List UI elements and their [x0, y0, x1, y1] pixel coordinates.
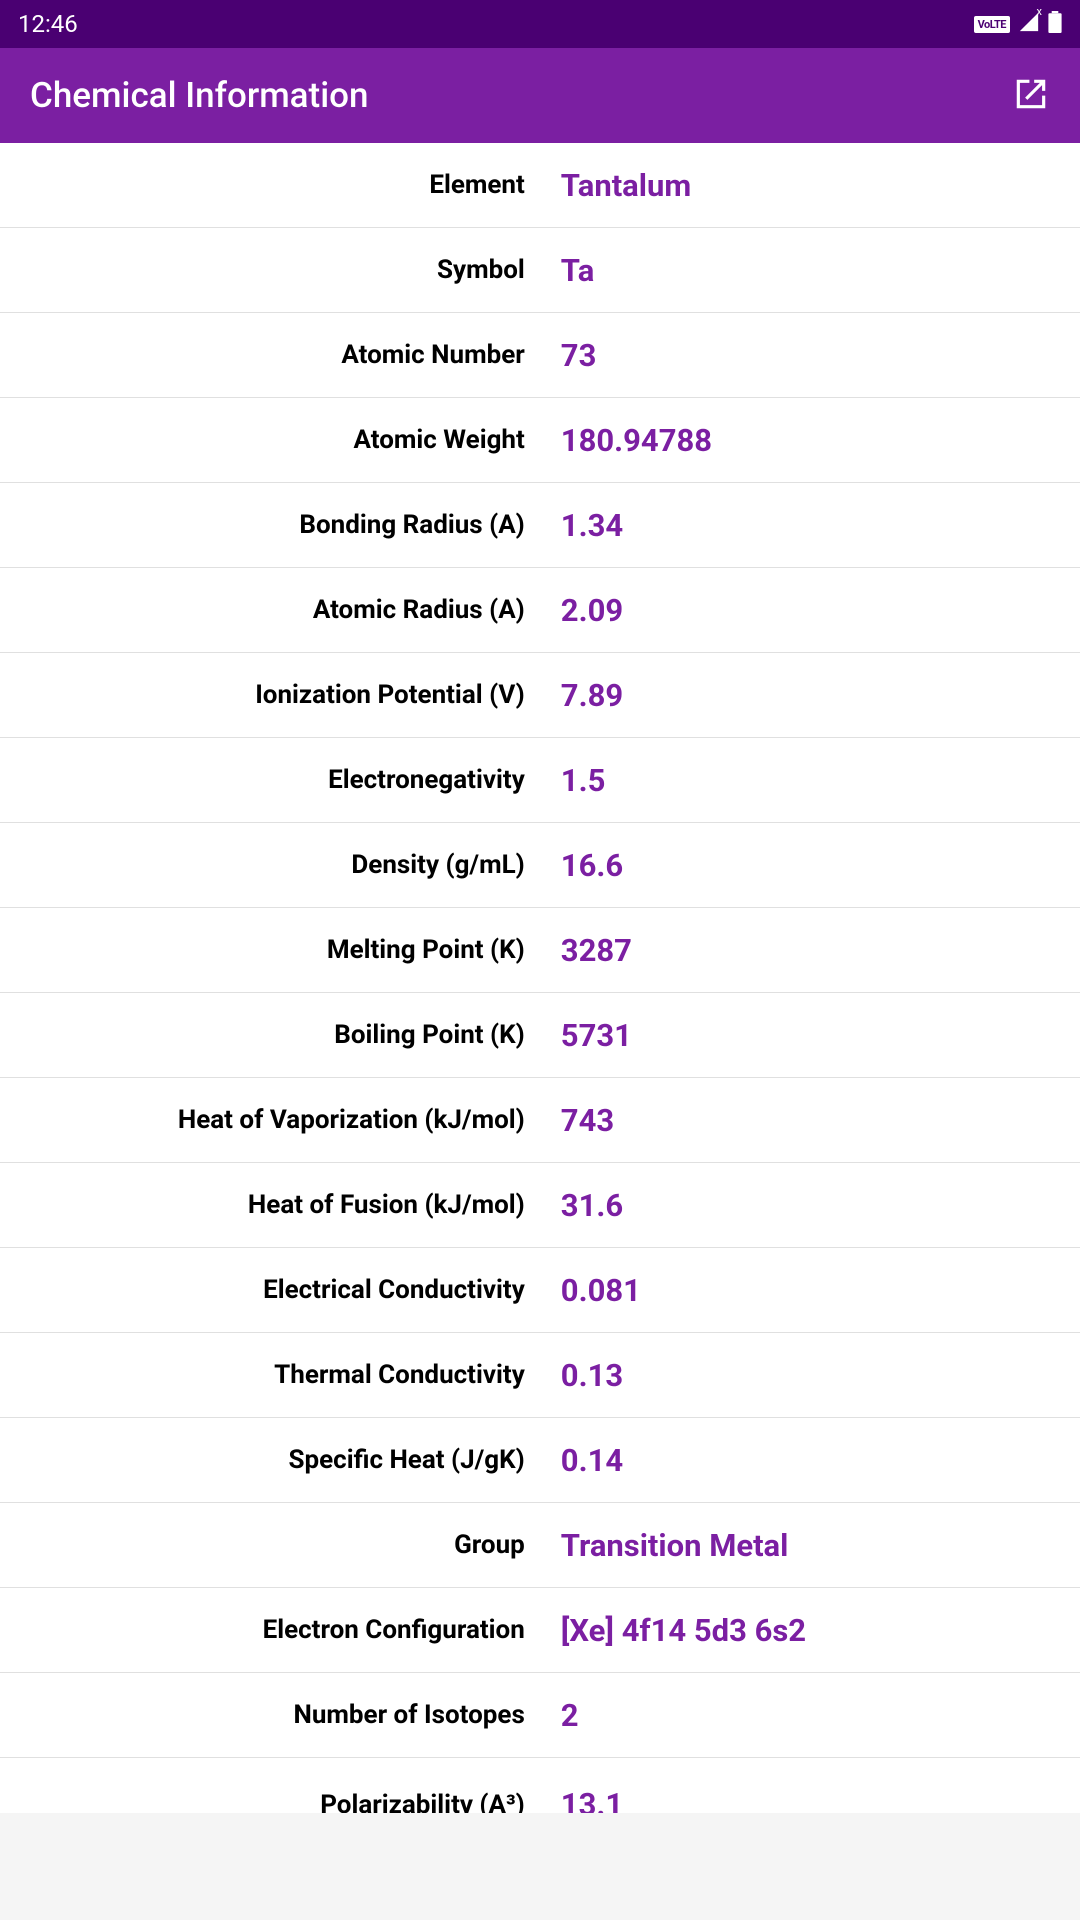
property-value: Tantalum	[551, 167, 1080, 204]
page-title: Chemical Information	[30, 75, 368, 116]
property-row: Atomic Number 73	[0, 313, 1080, 398]
property-row: Melting Point (K) 3287	[0, 908, 1080, 993]
property-value: 73	[551, 337, 1080, 374]
property-row: Atomic Weight 180.94788	[0, 398, 1080, 483]
property-row: Electron Configuration [Xe] 4f14 5d3 6s2	[0, 1588, 1080, 1673]
signal-icon: x	[1018, 11, 1040, 37]
property-value: 1.34	[551, 507, 1080, 544]
status-icons: VoLTE x	[974, 11, 1062, 37]
property-value: 13.1	[551, 1786, 1080, 1813]
property-value: Ta	[551, 252, 1080, 289]
property-row: Group Transition Metal	[0, 1503, 1080, 1588]
property-row: Symbol Ta	[0, 228, 1080, 313]
property-value: 1.5	[551, 762, 1080, 799]
property-label: Atomic Radius (A)	[0, 595, 551, 625]
property-value: 0.14	[551, 1442, 1080, 1479]
property-value: 0.13	[551, 1357, 1080, 1394]
property-value: 3287	[551, 932, 1080, 969]
property-label: Polarizability (A³)	[0, 1790, 551, 1814]
property-label: Boiling Point (K)	[0, 1020, 551, 1050]
share-icon[interactable]	[1012, 75, 1050, 117]
property-row: Number of Isotopes 2	[0, 1673, 1080, 1758]
property-row: Polarizability (A³) 13.1	[0, 1758, 1080, 1813]
property-value: 2	[551, 1697, 1080, 1734]
property-value: 5731	[551, 1017, 1080, 1054]
property-label: Melting Point (K)	[0, 935, 551, 965]
property-label: Heat of Vaporization (kJ/mol)	[0, 1105, 551, 1135]
properties-list[interactable]: Element Tantalum Symbol Ta Atomic Number…	[0, 143, 1080, 1813]
property-row: Atomic Radius (A) 2.09	[0, 568, 1080, 653]
app-bar: Chemical Information	[0, 48, 1080, 143]
property-label: Density (g/mL)	[0, 850, 551, 880]
volte-badge: VoLTE	[974, 16, 1010, 33]
property-value: 2.09	[551, 592, 1080, 629]
status-time: 12:46	[18, 10, 78, 38]
property-label: Electron Configuration	[0, 1615, 551, 1645]
property-value: 0.081	[551, 1272, 1080, 1309]
property-row: Electrical Conductivity 0.081	[0, 1248, 1080, 1333]
property-label: Atomic Weight	[0, 425, 551, 455]
property-value: 7.89	[551, 677, 1080, 714]
property-row: Electronegativity 1.5	[0, 738, 1080, 823]
property-value: Transition Metal	[551, 1527, 1080, 1564]
property-row: Boiling Point (K) 5731	[0, 993, 1080, 1078]
property-label: Specific Heat (J/gK)	[0, 1445, 551, 1475]
property-row: Ionization Potential (V) 7.89	[0, 653, 1080, 738]
property-label: Ionization Potential (V)	[0, 680, 551, 710]
signal-x-label: x	[1037, 5, 1042, 18]
property-label: Bonding Radius (A)	[0, 510, 551, 540]
property-value: 16.6	[551, 847, 1080, 884]
property-label: Heat of Fusion (kJ/mol)	[0, 1190, 551, 1220]
property-row: Heat of Fusion (kJ/mol) 31.6	[0, 1163, 1080, 1248]
property-label: Number of Isotopes	[0, 1700, 551, 1730]
property-label: Electrical Conductivity	[0, 1275, 551, 1305]
battery-icon	[1048, 11, 1062, 37]
property-label: Symbol	[0, 255, 551, 285]
property-value: 180.94788	[551, 422, 1080, 459]
property-row: Specific Heat (J/gK) 0.14	[0, 1418, 1080, 1503]
property-row: Bonding Radius (A) 1.34	[0, 483, 1080, 568]
property-row: Element Tantalum	[0, 143, 1080, 228]
property-label: Electronegativity	[0, 765, 551, 795]
property-value: 743	[551, 1102, 1080, 1139]
property-label: Atomic Number	[0, 340, 551, 370]
property-row: Heat of Vaporization (kJ/mol) 743	[0, 1078, 1080, 1163]
property-row: Thermal Conductivity 0.13	[0, 1333, 1080, 1418]
property-label: Group	[0, 1530, 551, 1560]
property-value: 31.6	[551, 1187, 1080, 1224]
status-bar: 12:46 VoLTE x	[0, 0, 1080, 48]
property-label: Element	[0, 170, 551, 200]
property-value: [Xe] 4f14 5d3 6s2	[551, 1612, 1080, 1649]
property-row: Density (g/mL) 16.6	[0, 823, 1080, 908]
property-label: Thermal Conductivity	[0, 1360, 551, 1390]
